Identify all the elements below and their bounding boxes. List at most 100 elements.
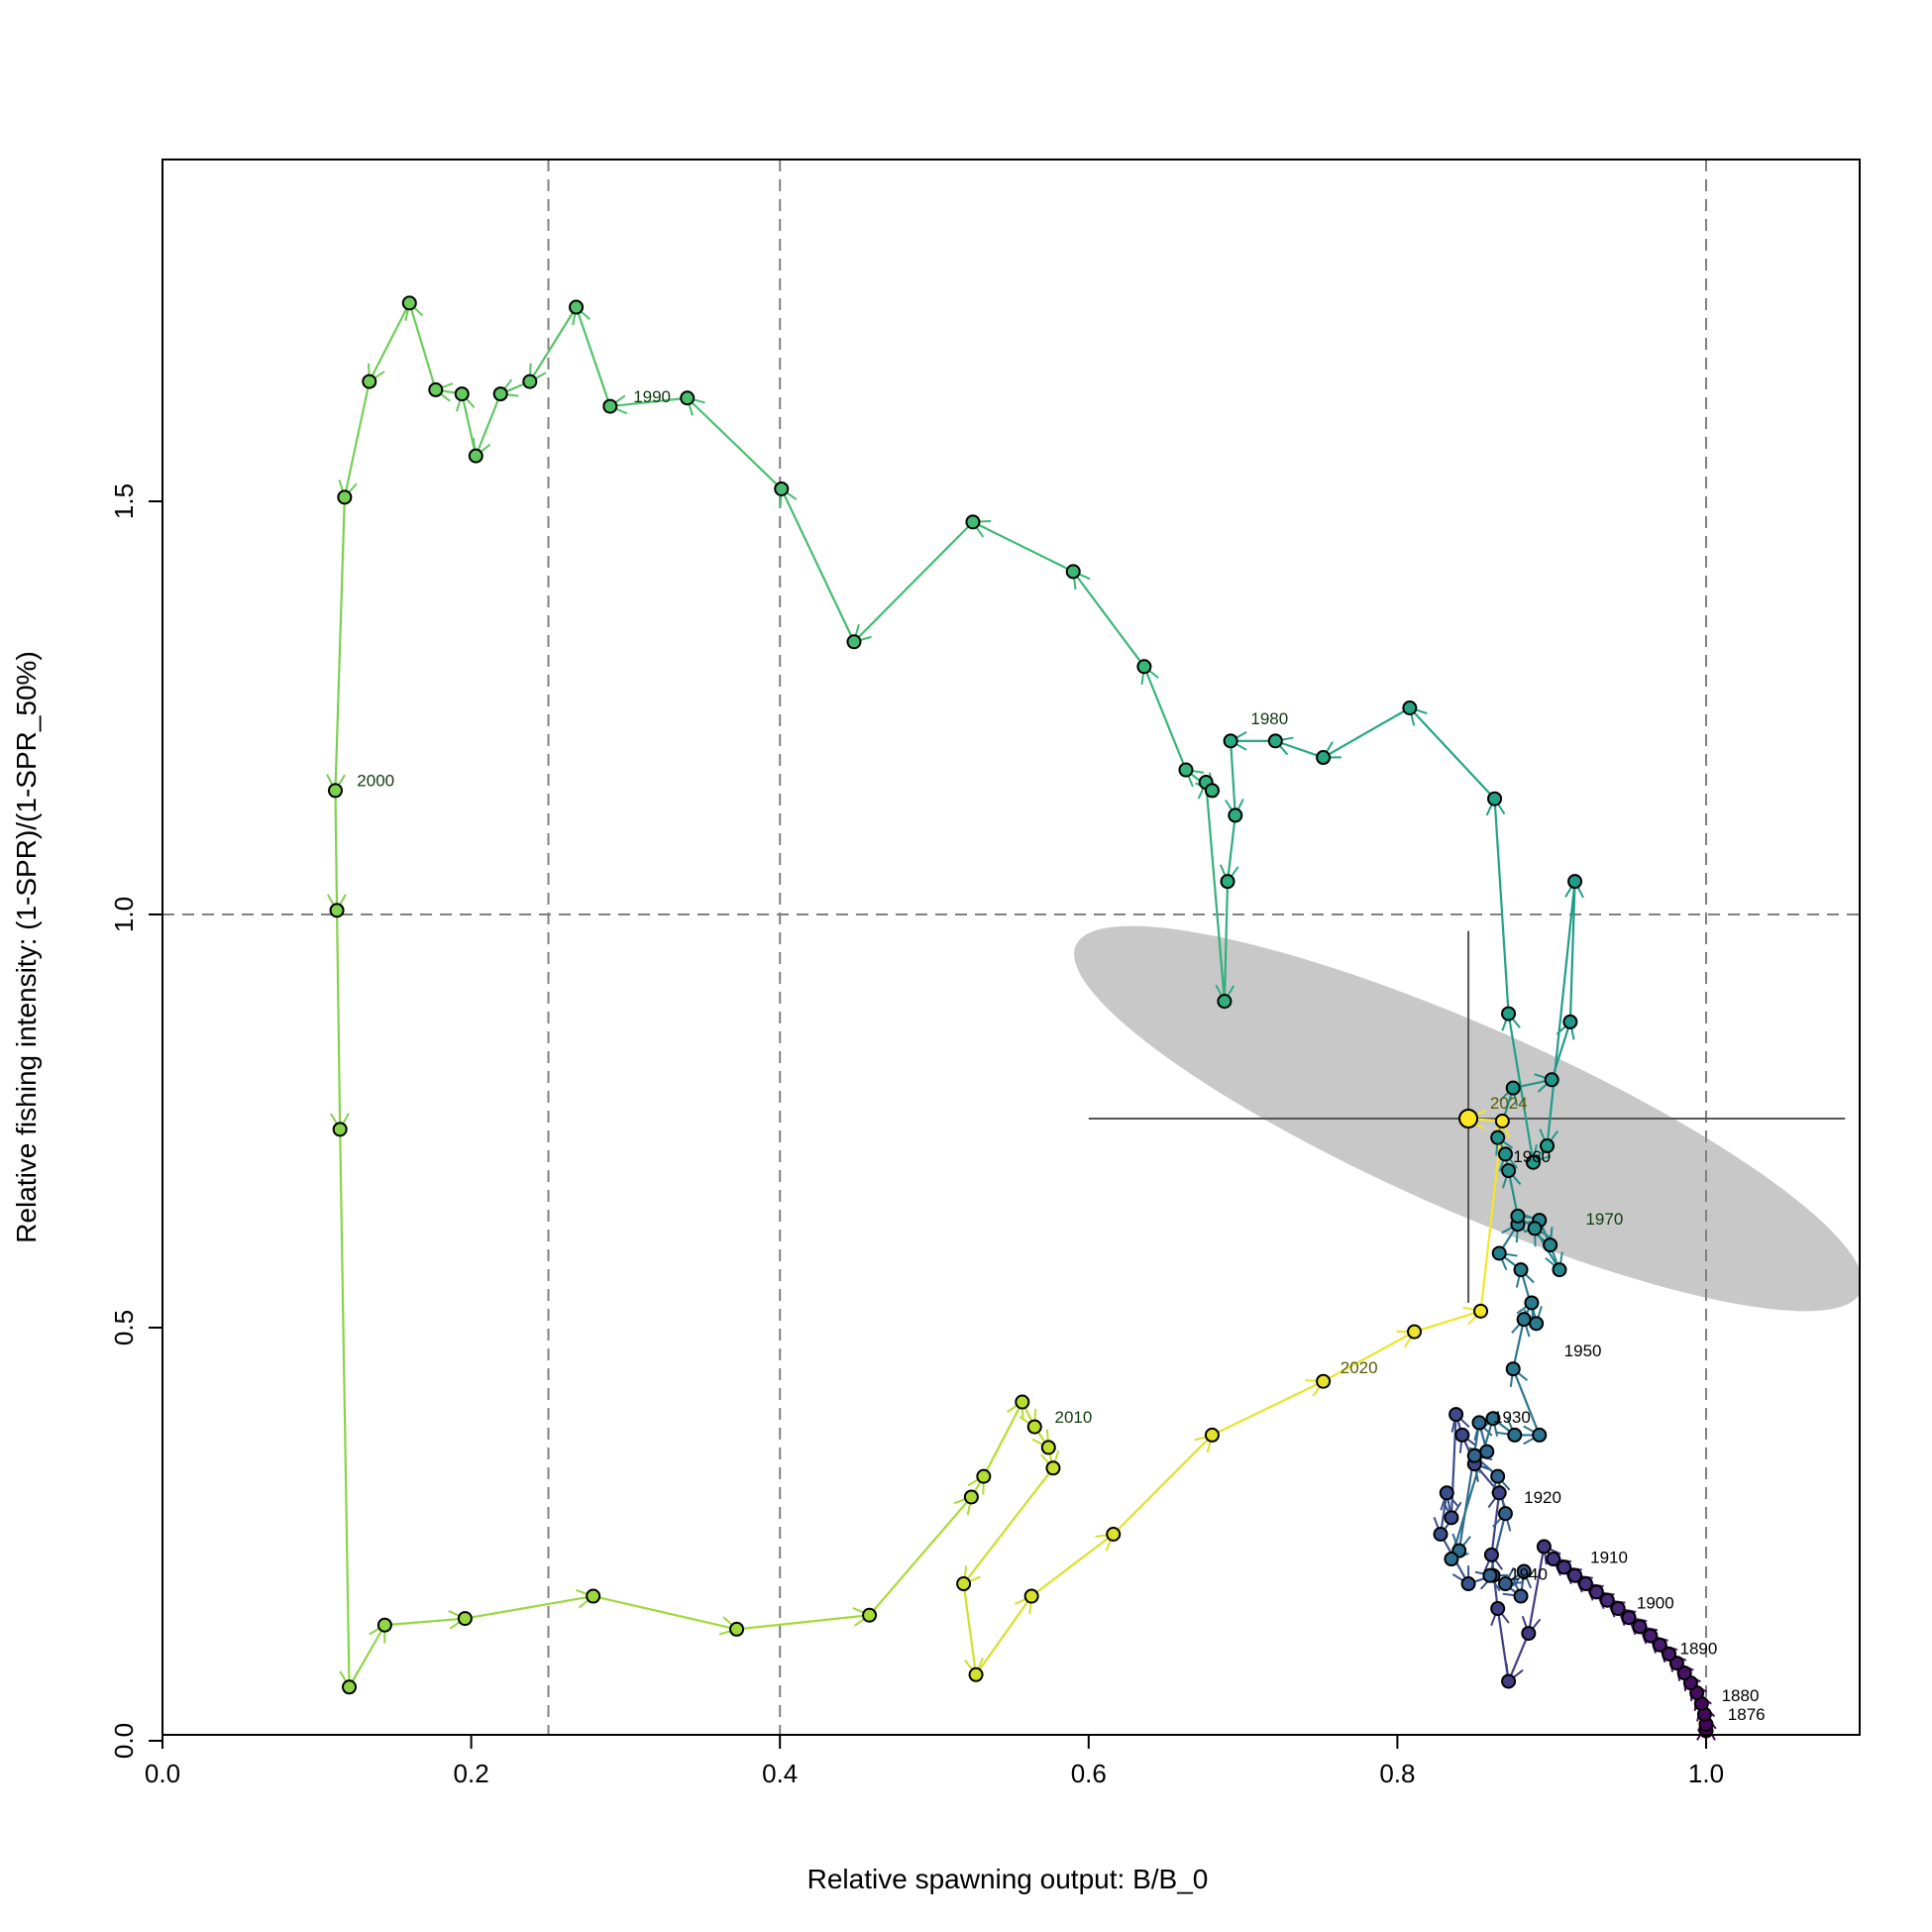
trajectory-segment: [1527, 1546, 1546, 1634]
y-tick-label: 0.5: [109, 1310, 139, 1345]
trajectory-segment: [461, 393, 478, 457]
trajectory-point: [1444, 1510, 1459, 1526]
trajectory-segment: [343, 380, 371, 498]
trajectory-point: [1513, 1262, 1529, 1278]
y-tick-label: 0.0: [109, 1723, 139, 1759]
trajectory-point: [1439, 1485, 1454, 1501]
trajectory-point: [846, 634, 862, 650]
trajectory-point: [1652, 1637, 1667, 1653]
final-year-point: [1458, 1108, 1479, 1128]
trajectory-point: [1567, 1567, 1583, 1583]
year-label: 1876: [1728, 1705, 1766, 1724]
trajectory-point: [1473, 1303, 1489, 1319]
trajectory-point: [1521, 1626, 1537, 1642]
trajectory-point: [1471, 1415, 1487, 1431]
trajectory-point: [1040, 1440, 1056, 1455]
year-label: 1950: [1564, 1342, 1602, 1360]
trajectory-point: [1556, 1559, 1572, 1575]
trajectory-segment: [1142, 666, 1187, 771]
trajectory-point: [956, 1576, 972, 1592]
trajectory-segment: [465, 1594, 593, 1620]
trajectory-segment: [334, 496, 346, 791]
trajectory-point: [680, 390, 696, 406]
trajectory-segment: [1226, 814, 1236, 882]
trajectory-segment: [1496, 1608, 1510, 1682]
trajectory-point: [1540, 1138, 1556, 1154]
trajectory-points: [327, 295, 1714, 1739]
trajectory-point: [1497, 1576, 1513, 1592]
year-label: 2000: [357, 772, 394, 791]
trajectory-point: [1546, 1552, 1561, 1567]
trajectory-segment: [736, 1614, 870, 1631]
trajectory-segment: [1493, 799, 1510, 1015]
trajectory-segment: [1223, 881, 1230, 1002]
trajectory-point: [327, 783, 343, 799]
trajectory-point: [862, 1607, 878, 1623]
trajectory-segment: [1409, 706, 1496, 800]
axes: 0.0 0.2 0.4 0.6 0.8 1.0 0.0 0.5 1.0 1.5: [109, 483, 1724, 1788]
trajectory-point: [1449, 1407, 1464, 1423]
year-label: 2010: [1055, 1408, 1093, 1427]
trajectory-segment: [348, 1624, 386, 1688]
trajectory-point: [976, 1468, 992, 1484]
year-label: 2020: [1341, 1358, 1378, 1377]
trajectory-point: [1510, 1208, 1526, 1224]
trajectory-point: [401, 295, 417, 311]
trajectory-segment: [1546, 881, 1576, 1146]
trajectory-segment: [1323, 706, 1411, 759]
trajectory-segment: [1568, 881, 1576, 1022]
year-label: 1880: [1722, 1686, 1760, 1705]
trajectory-point: [968, 1666, 984, 1682]
year-label: 1910: [1590, 1549, 1628, 1567]
trajectory-point: [1204, 1427, 1220, 1443]
trajectory-segment: [1507, 1633, 1530, 1682]
trajectory-point: [1526, 1154, 1542, 1170]
trajectory-point: [1543, 1237, 1558, 1253]
trajectory-point: [963, 1489, 979, 1505]
trajectory-point: [1513, 1588, 1529, 1604]
ellipse-clip-mask: [1861, 0, 1932, 1932]
trajectory-segment: [368, 302, 411, 382]
trajectory-point: [1178, 762, 1194, 778]
trajectory-point: [342, 1679, 358, 1695]
year-label: 1960: [1513, 1147, 1551, 1166]
trajectory-point: [1524, 1295, 1540, 1311]
trajectory-segment: [686, 396, 783, 490]
x-axis-title: Relative spawning output: B/B_0: [807, 1864, 1209, 1894]
trajectory-point: [1490, 1129, 1506, 1145]
trajectory-point: [1460, 1576, 1476, 1592]
trajectory-segment: [1507, 1013, 1535, 1163]
trajectory-segment: [868, 1496, 973, 1616]
trajectory-point: [602, 398, 618, 414]
trajectory-segment: [384, 1617, 466, 1627]
trajectory-point: [1567, 874, 1583, 890]
trajectory-point: [1220, 874, 1235, 890]
trajectory-segment: [475, 393, 502, 457]
trajectory-point: [332, 1122, 348, 1137]
trajectory-point: [1497, 1146, 1513, 1162]
trajectory-segment: [972, 520, 1074, 573]
trajectory-segment: [1496, 1087, 1515, 1138]
trajectory-segment: [780, 488, 855, 643]
trajectory-segment: [1512, 1368, 1541, 1436]
trajectory-point: [1023, 1588, 1039, 1604]
trajectory-segment: [1274, 739, 1324, 759]
trajectory-point: [1267, 733, 1283, 749]
trajectory-segment: [982, 1401, 1023, 1477]
trajectory-point: [1026, 1419, 1042, 1435]
trajectory-segment: [1072, 571, 1145, 668]
trajectory-point: [1217, 994, 1233, 1010]
trajectory-point: [1505, 1080, 1521, 1096]
trajectory-point: [1204, 783, 1220, 799]
trajectory-point: [569, 299, 585, 315]
trajectory-segment: [592, 1594, 737, 1631]
trajectory-segment: [1414, 1310, 1481, 1334]
trajectory-point: [522, 374, 538, 389]
trajectory-point: [1505, 1361, 1521, 1377]
trajectory-point: [774, 481, 790, 496]
trajectory-point: [1588, 1584, 1604, 1600]
trajectory-point: [1494, 1114, 1510, 1128]
x-tick-label: 0.0: [145, 1759, 180, 1788]
